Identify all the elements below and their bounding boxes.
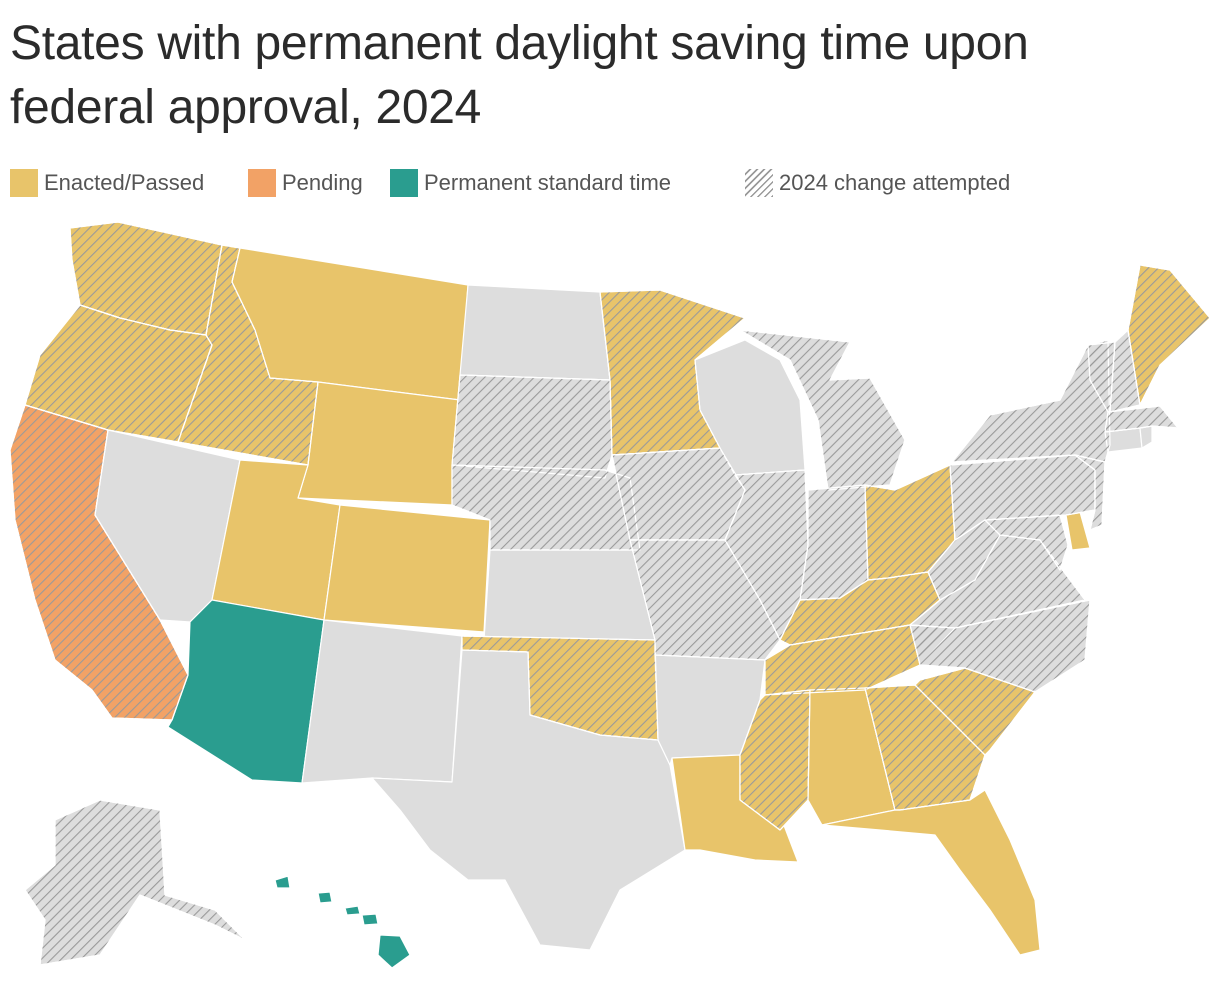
title-line-1: States with permanent daylight saving ti… (10, 17, 1029, 70)
title-line-2: federal approval, 2024 (10, 81, 482, 134)
state-hi (274, 875, 411, 969)
state-az (167, 599, 325, 784)
state-hatch-vt (1087, 341, 1116, 413)
state-hatch-ny (951, 339, 1111, 463)
legend-swatch-attempted (745, 169, 773, 197)
state-hatch-ca (9, 404, 189, 721)
legend-item-enacted: Enacted/Passed (10, 168, 204, 198)
state-hatch-ne (451, 464, 641, 551)
state-nd (459, 284, 611, 381)
legend-label-attempted: 2024 change attempted (779, 170, 1011, 195)
state-de (1065, 511, 1091, 551)
state-ri (1139, 425, 1153, 449)
legend-swatch-pending (248, 169, 276, 197)
chart-title: States with permanent daylight saving ti… (10, 12, 1210, 140)
state-hatch-ma (1104, 405, 1179, 433)
state-hatch-in (799, 484, 869, 601)
legend-swatch-enacted (10, 169, 38, 197)
legend-item-pending: Pending (248, 168, 363, 198)
state-hatch-ia (611, 447, 746, 541)
legend-label-enacted: Enacted/Passed (44, 170, 205, 195)
state-hatch-ok (461, 635, 659, 741)
state-wy (297, 381, 461, 506)
state-hatch-mi (739, 329, 906, 491)
state-ks (483, 549, 656, 641)
legend-item-standard: Permanent standard time (390, 168, 671, 198)
state-nm (301, 619, 463, 784)
state-hatch-ms (739, 689, 811, 831)
state-hatch-id (177, 244, 319, 466)
state-hatch-ak (24, 799, 246, 966)
legend: Enacted/Passed Pending Permanent standar… (10, 168, 1210, 200)
state-co (323, 504, 491, 633)
state-hatch-me (1127, 264, 1211, 406)
legend-label-pending: Pending (282, 170, 363, 195)
legend-item-attempted: 2024 change attempted (745, 168, 1010, 198)
us-states-map (9, 221, 1211, 969)
state-hatch-sd (451, 374, 613, 479)
legend-label-standard: Permanent standard time (424, 170, 672, 195)
legend-swatch-standard (390, 169, 418, 197)
state-hatch-mn (599, 289, 746, 456)
